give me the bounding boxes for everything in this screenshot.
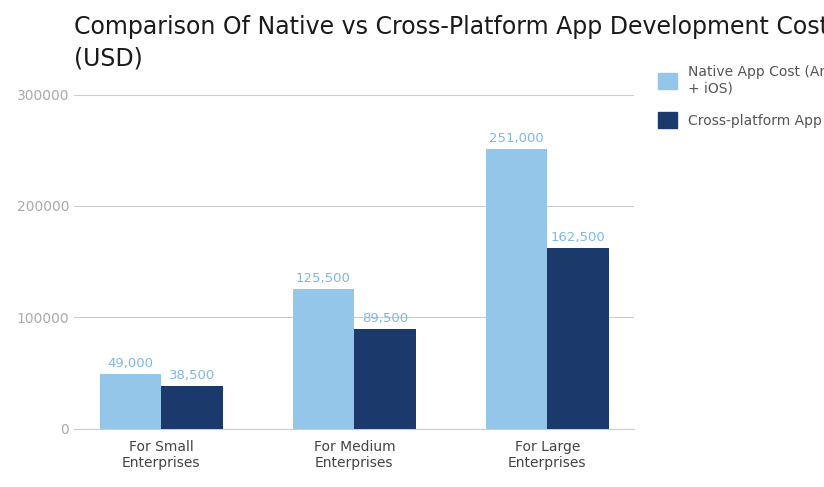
Text: 38,500: 38,500 — [169, 369, 215, 382]
Legend: Native App Cost (Android
+ iOS), Cross-platform App Cost: Native App Cost (Android + iOS), Cross-p… — [658, 65, 824, 128]
Text: 49,000: 49,000 — [107, 357, 153, 370]
Text: 125,500: 125,500 — [296, 272, 351, 285]
Text: 162,500: 162,500 — [550, 231, 606, 244]
Bar — [293, 289, 354, 429]
Text: 89,500: 89,500 — [362, 312, 408, 325]
Bar — [547, 248, 609, 429]
Text: Comparison Of Native vs Cross-Platform App Development Costs
(USD): Comparison Of Native vs Cross-Platform A… — [74, 15, 824, 70]
Bar — [162, 386, 223, 429]
Bar — [354, 329, 416, 429]
Bar — [485, 149, 547, 429]
Text: 251,000: 251,000 — [489, 132, 544, 145]
Bar — [100, 374, 162, 429]
